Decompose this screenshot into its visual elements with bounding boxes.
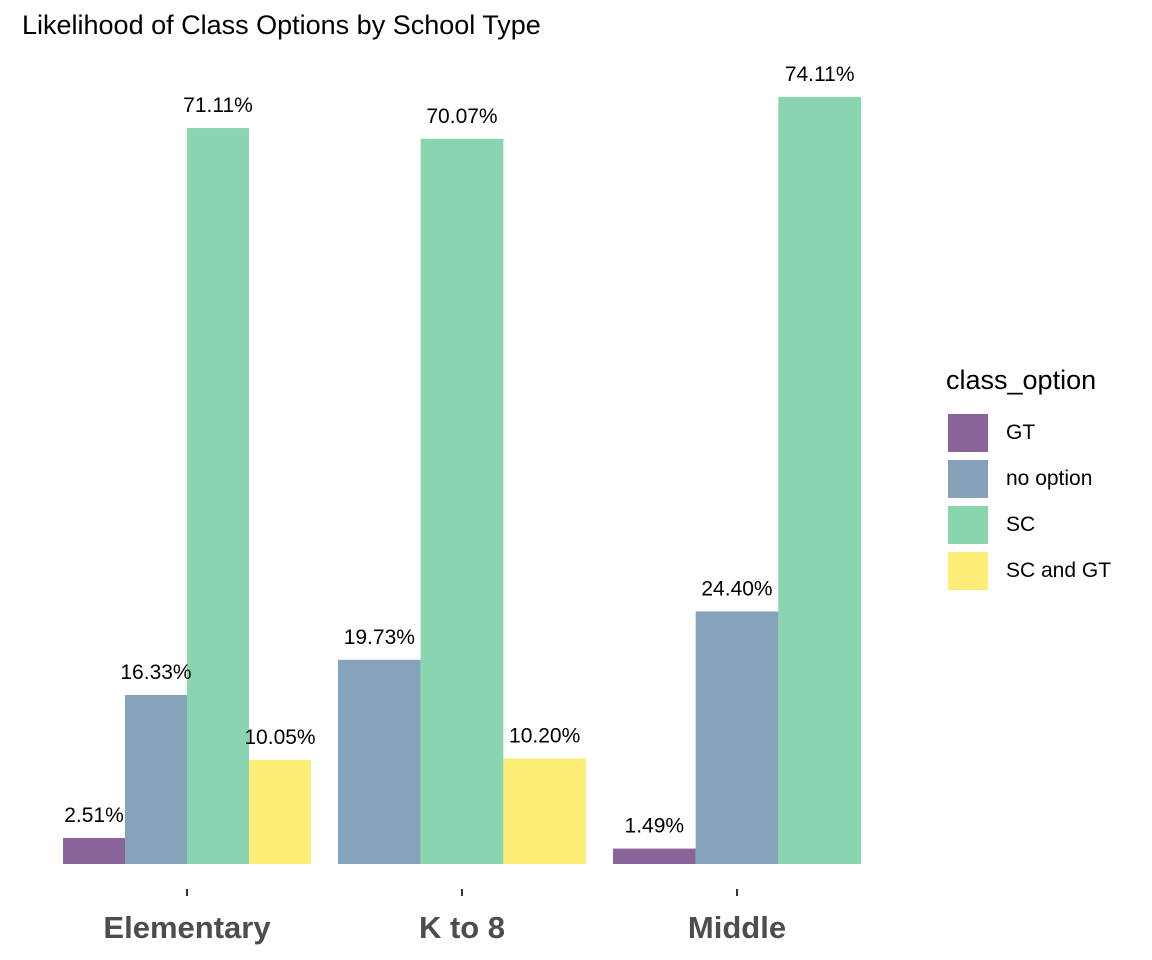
x-tick-label: Elementary bbox=[103, 910, 271, 945]
data-label: 74.11% bbox=[785, 63, 855, 86]
legend-label: GT bbox=[1006, 421, 1036, 444]
bar-elementary-no-option bbox=[125, 694, 187, 864]
bar-k-to-8-sc bbox=[420, 138, 504, 864]
legend-item: no option bbox=[946, 456, 1111, 502]
bar-elementary-sc bbox=[187, 128, 249, 865]
legend-item: SC and GT bbox=[946, 548, 1111, 594]
legend-item: GT bbox=[946, 410, 1111, 456]
legend-label: SC bbox=[1006, 513, 1036, 536]
data-label: 1.49% bbox=[625, 815, 685, 838]
legend-label: SC and GT bbox=[1006, 559, 1112, 582]
data-label: 70.07% bbox=[426, 105, 497, 128]
bar-k-to-8-no-option bbox=[338, 659, 421, 864]
x-tick-label: K to 8 bbox=[419, 910, 505, 945]
legend: class_option GT no option SC SC and GT bbox=[946, 365, 1111, 594]
bar-k-to-8-sc-and-gt bbox=[503, 758, 586, 864]
data-label: 71.11% bbox=[183, 94, 253, 117]
legend-swatch bbox=[946, 458, 990, 500]
legend-title: class_option bbox=[946, 365, 1097, 395]
bar-middle-sc bbox=[778, 97, 861, 864]
bars-layer bbox=[63, 97, 861, 865]
chart-title: Likelihood of Class Options by School Ty… bbox=[22, 10, 541, 40]
data-label: 24.40% bbox=[701, 577, 772, 600]
x-axis: Elementary K to 8 Middle bbox=[103, 889, 786, 945]
bar-elementary-gt bbox=[63, 838, 125, 864]
legend-swatch bbox=[946, 550, 990, 592]
data-label: 10.20% bbox=[509, 724, 580, 747]
bar-middle-gt bbox=[613, 848, 696, 864]
legend-items: GT no option SC SC and GT bbox=[946, 410, 1111, 594]
data-label: 16.33% bbox=[120, 661, 191, 684]
x-tick-label: Middle bbox=[688, 910, 786, 945]
legend-swatch bbox=[946, 504, 990, 546]
bar-elementary-sc-and-gt bbox=[249, 759, 311, 864]
legend-item: SC bbox=[946, 502, 1111, 548]
data-labels-layer: 2.51% 16.33% 71.11% 10.05% 19.73% 70.07% 10.20… bbox=[64, 63, 854, 838]
legend-swatch bbox=[946, 412, 990, 454]
data-label: 19.73% bbox=[344, 626, 415, 649]
bar-middle-no-option bbox=[695, 611, 779, 864]
legend-label: no option bbox=[1006, 467, 1093, 490]
data-label: 10.05% bbox=[244, 726, 315, 749]
data-label: 2.51% bbox=[64, 804, 124, 827]
